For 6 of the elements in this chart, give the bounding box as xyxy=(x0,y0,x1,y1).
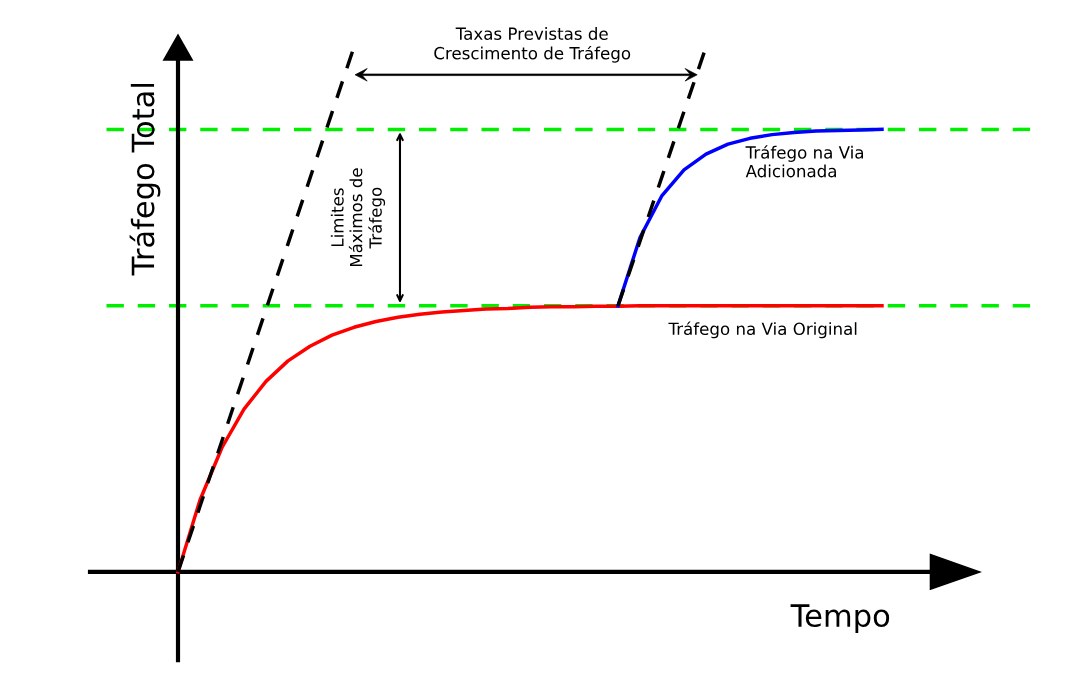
annotation: Limites Máximos de Tráfego xyxy=(330,168,386,267)
y-axis-title: Tráfego Total xyxy=(129,84,161,276)
x-axis-title: Tempo xyxy=(790,604,890,633)
series-label: Tráfego na Via Adicionada xyxy=(745,145,864,178)
series-label: Tráfego na Via Original xyxy=(668,321,857,339)
annotation: Taxas Previstas de Crescimento de Tráfego xyxy=(434,27,631,63)
